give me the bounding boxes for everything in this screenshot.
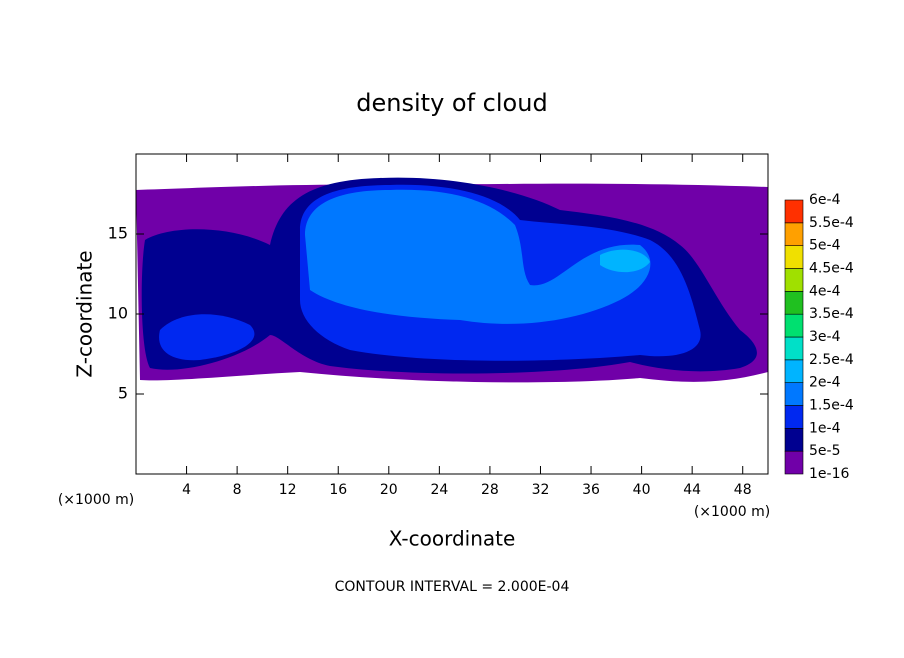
x-tick-label: 28 <box>481 482 499 498</box>
x-axis-label: X-coordinate <box>389 527 516 551</box>
colorbar-label: 1e-16 <box>809 466 849 482</box>
colorbar-swatch <box>784 313 804 338</box>
colorbar-label: 4e-4 <box>809 283 841 299</box>
x-tick-label: 44 <box>683 482 701 498</box>
colorbar-swatch <box>784 428 804 452</box>
x-tick-label: 12 <box>279 482 297 498</box>
colorbar-swatch <box>784 291 804 315</box>
y-tick-label: 5 <box>118 384 128 403</box>
colorbar-label: 2e-4 <box>809 375 841 391</box>
colorbar-label: 3e-4 <box>809 329 841 345</box>
colorbar-swatch <box>784 245 804 269</box>
colorbar-label: 6e-4 <box>809 192 841 208</box>
x-tick-label: 20 <box>380 482 398 498</box>
contour-region <box>305 189 651 324</box>
x-tick-label: 36 <box>582 482 600 498</box>
colorbar-swatch <box>784 450 804 475</box>
y-tick-label: 15 <box>108 224 128 243</box>
colorbar-swatch <box>784 222 804 246</box>
contour-interval-note: CONTOUR INTERVAL = 2.000E-04 <box>335 579 570 595</box>
colorbar-swatch <box>784 382 804 406</box>
colorbar-label: 5e-5 <box>809 443 840 459</box>
x-tick-label: 32 <box>532 482 550 498</box>
colorbar-label: 5.5e-4 <box>809 215 854 231</box>
colorbar-swatch <box>784 199 804 224</box>
colorbar-swatch <box>784 359 804 383</box>
x-tick-label: 40 <box>633 482 651 498</box>
colorbar-swatch <box>784 268 804 292</box>
colorbar-swatch <box>784 405 804 429</box>
colorbar-label: 4.5e-4 <box>809 261 854 277</box>
x-tick-label: 24 <box>430 482 448 498</box>
colorbar-label: 3.5e-4 <box>809 306 854 322</box>
colorbar-label: 2.5e-4 <box>809 352 854 368</box>
y-tick-label: 10 <box>108 304 128 323</box>
x-unit-label: (×1000 m) <box>694 504 770 520</box>
x-tick-label: 16 <box>329 482 347 498</box>
colorbar-label: 5e-4 <box>809 238 841 254</box>
x-tick-label: 4 <box>182 482 191 498</box>
colorbar-swatch <box>784 336 804 361</box>
contour-region <box>600 249 650 273</box>
x-tick-label: 8 <box>233 482 242 498</box>
chart-title: density of cloud <box>356 89 547 117</box>
x-unit-label: (×1000 m) <box>58 492 134 508</box>
y-axis-label: Z-coordinate <box>73 250 97 377</box>
colorbar-label: 1e-4 <box>809 420 841 436</box>
contour-region <box>159 314 255 361</box>
colorbar-label: 1.5e-4 <box>809 398 854 414</box>
x-tick-label: 48 <box>734 482 752 498</box>
